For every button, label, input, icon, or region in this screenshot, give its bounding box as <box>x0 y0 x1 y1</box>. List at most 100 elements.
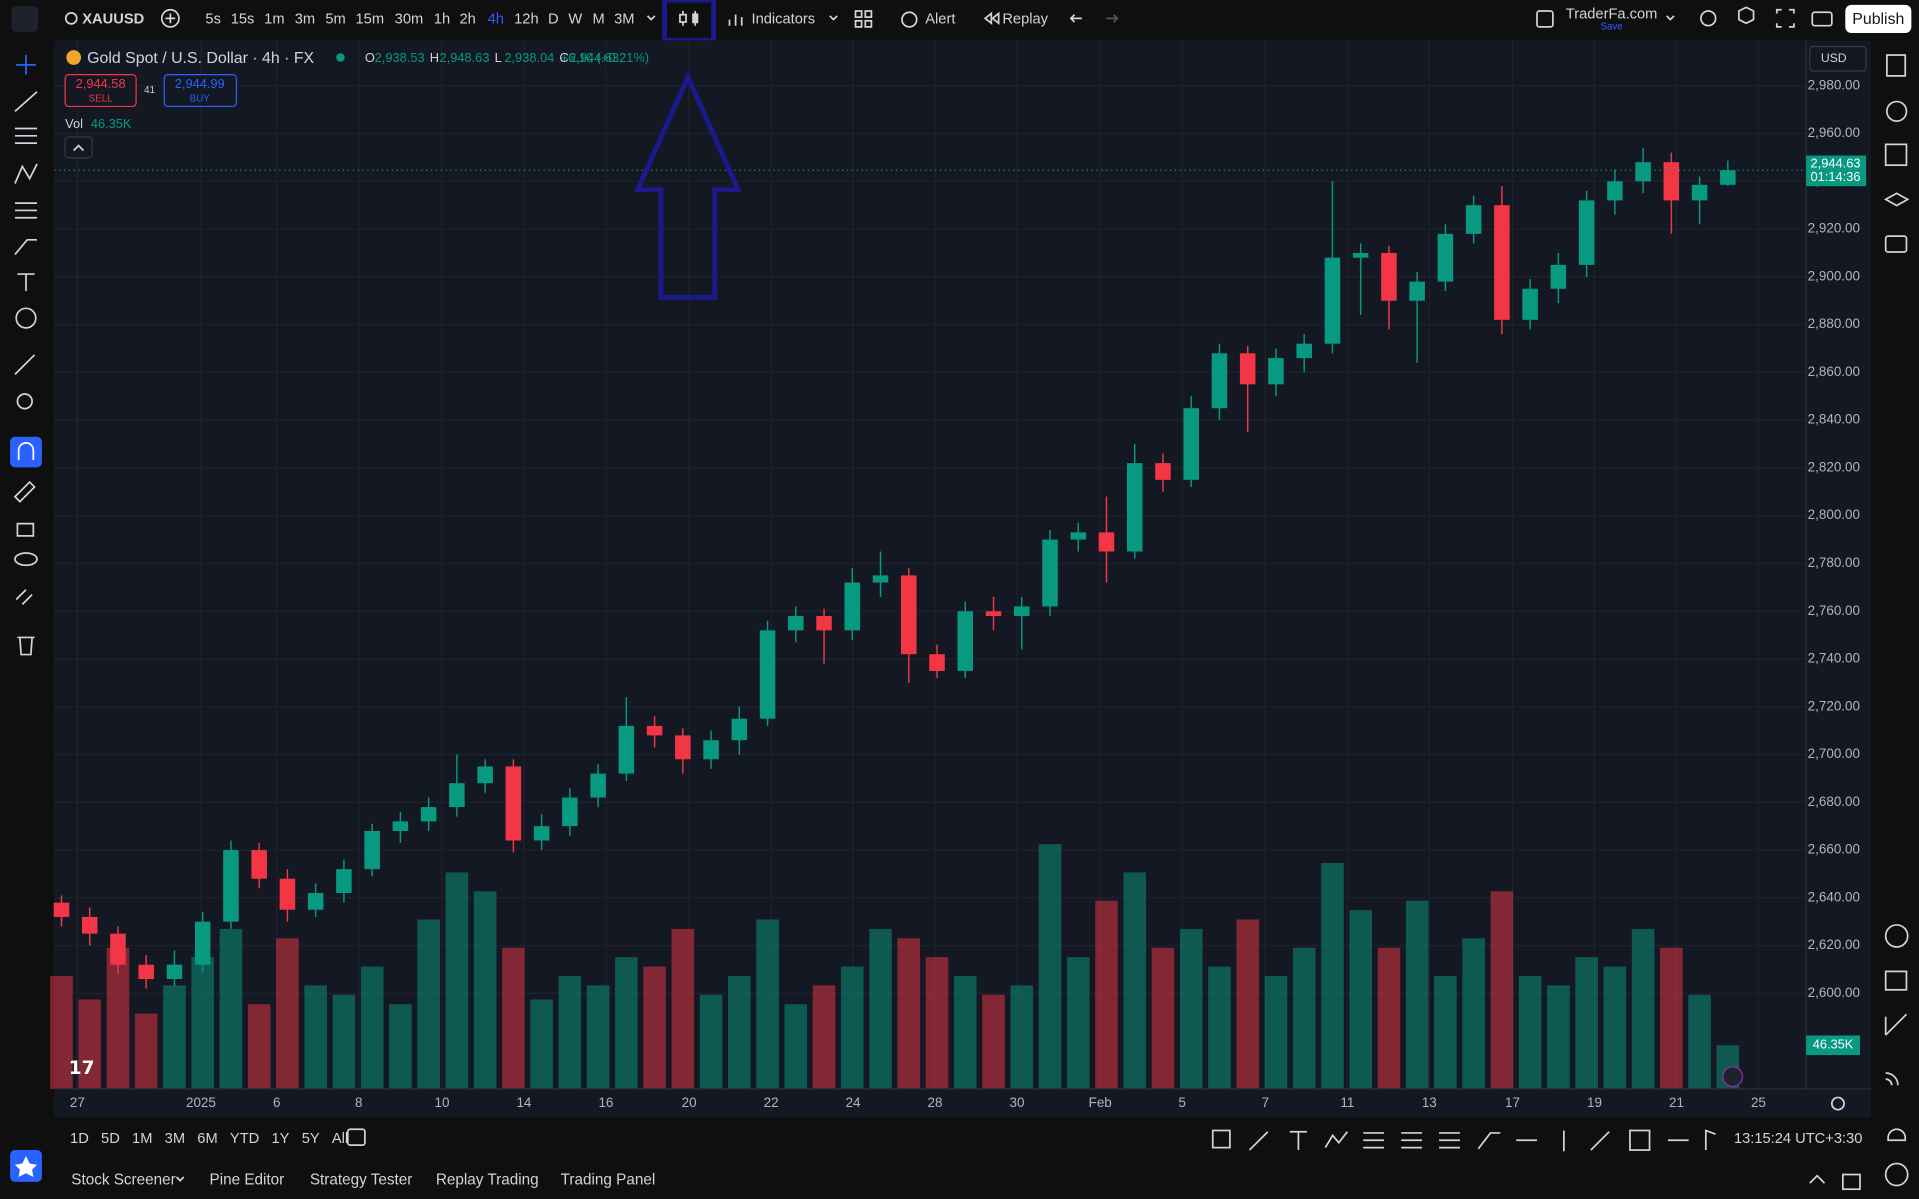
brush-tool[interactable] <box>14 238 38 256</box>
redo-button[interactable] <box>1106 14 1119 23</box>
hide-tool[interactable] <box>14 552 38 567</box>
bottom-tab[interactable]: Pine Editor <box>210 1172 285 1189</box>
collapse-legend[interactable] <box>64 136 93 159</box>
text-tool[interactable] <box>17 273 35 292</box>
tool-brush[interactable] <box>1477 1132 1501 1150</box>
currency-button[interactable] <box>1809 45 1867 72</box>
crosshair-tool[interactable] <box>16 55 36 75</box>
chat-button[interactable] <box>1884 235 1908 253</box>
compare-button[interactable] <box>160 8 180 28</box>
alert-button[interactable]: Alert <box>925 11 955 27</box>
interval-button[interactable]: 5s <box>205 11 221 27</box>
alerts-button[interactable] <box>1886 100 1908 122</box>
clock[interactable]: 13:15:24 UTC+3:30 <box>1734 1131 1862 1147</box>
tool-flag[interactable] <box>1704 1129 1716 1151</box>
range-button[interactable]: 6M <box>197 1131 217 1147</box>
interval-button[interactable]: 30m <box>395 11 424 27</box>
layers-button[interactable] <box>1883 192 1910 207</box>
tool-rect[interactable] <box>1211 1129 1231 1149</box>
interval-button[interactable]: 1m <box>264 11 284 27</box>
undo-button[interactable] <box>1069 14 1082 23</box>
interval-button[interactable]: 1h <box>434 11 450 27</box>
tool-channel[interactable] <box>1401 1132 1422 1149</box>
interval-button[interactable]: 15s <box>231 11 255 27</box>
interval-button[interactable]: 5m <box>325 11 345 27</box>
stay-drawing-tool[interactable] <box>13 480 36 503</box>
link-tool[interactable] <box>15 589 33 605</box>
interval-button[interactable]: 12h <box>514 11 538 27</box>
emoji-tool[interactable] <box>15 307 37 329</box>
range-button[interactable]: YTD <box>230 1131 259 1147</box>
forecast-tool[interactable] <box>14 202 38 219</box>
interval-button[interactable]: 2h <box>460 11 476 27</box>
fib-tool[interactable] <box>14 127 38 145</box>
goto-date[interactable] <box>346 1128 366 1147</box>
target-button[interactable] <box>1884 924 1909 948</box>
account-name[interactable]: TraderFa.com <box>1566 7 1658 23</box>
range-button[interactable]: 5Y <box>302 1131 320 1147</box>
bottom-tab[interactable]: Trading Panel <box>561 1172 656 1189</box>
dropdown-icon[interactable] <box>1666 15 1675 21</box>
interval-button[interactable]: D <box>548 11 559 27</box>
snapshot-button[interactable] <box>1811 11 1833 27</box>
interval-button[interactable]: 3M <box>614 11 634 27</box>
range-button[interactable]: 1D <box>70 1131 89 1147</box>
layout-icon[interactable] <box>854 10 863 18</box>
tool-fib[interactable] <box>1363 1132 1385 1149</box>
tool-line[interactable] <box>1248 1131 1269 1151</box>
currency[interactable]: USD <box>1821 51 1847 65</box>
watchlist-button[interactable] <box>1886 54 1907 77</box>
bottom-tab[interactable]: Stock Screener <box>71 1172 175 1189</box>
ideas-button[interactable] <box>1884 1013 1908 1036</box>
range-button[interactable]: 1M <box>132 1131 152 1147</box>
stream-button[interactable] <box>1885 1072 1899 1086</box>
zoom-tool[interactable] <box>16 393 33 410</box>
interval-button[interactable]: 3m <box>295 11 315 27</box>
news-button[interactable] <box>1884 143 1908 167</box>
fullscreen-button[interactable] <box>1775 8 1795 28</box>
pattern-tool[interactable] <box>14 163 38 184</box>
layout-checkbox[interactable] <box>1536 10 1554 28</box>
interval-button[interactable]: W <box>568 11 582 27</box>
tool-path[interactable] <box>1324 1131 1349 1149</box>
legend-title[interactable]: Gold Spot / U.S. Dollar · 4h · FX <box>87 50 314 67</box>
tool-text[interactable] <box>1289 1130 1307 1151</box>
magnet-tool[interactable] <box>10 436 42 468</box>
dropdown-icon[interactable] <box>646 15 656 21</box>
dropdown-icon[interactable] <box>829 15 838 21</box>
quick-search[interactable] <box>1700 10 1717 27</box>
interval-button[interactable]: 15m <box>356 11 385 27</box>
bottom-tab[interactable]: Strategy Tester <box>310 1172 412 1189</box>
indicators-button[interactable]: Indicators <box>752 11 816 27</box>
publish-button[interactable] <box>1845 4 1912 34</box>
interval-button[interactable]: 4h <box>488 11 504 27</box>
settings-button[interactable] <box>1737 6 1755 25</box>
range-button[interactable]: All <box>332 1131 348 1147</box>
symbol[interactable]: XAUUSD <box>82 11 144 27</box>
calendar-button[interactable] <box>1884 970 1908 991</box>
interval-button[interactable]: M <box>592 11 604 27</box>
range-button[interactable]: 5D <box>101 1131 120 1147</box>
sell-button[interactable] <box>64 74 137 108</box>
range-button[interactable]: 3M <box>165 1131 185 1147</box>
lightning-button[interactable] <box>1722 1066 1744 1088</box>
help-button[interactable] <box>1884 1162 1909 1187</box>
tool-ray[interactable] <box>1590 1131 1610 1151</box>
buy-button[interactable] <box>163 74 238 108</box>
logo[interactable] <box>11 6 39 32</box>
range-button[interactable]: 1Y <box>272 1131 290 1147</box>
axis-settings[interactable] <box>1830 1096 1845 1111</box>
ruler-tool[interactable] <box>14 354 36 375</box>
panel-toggle[interactable] <box>1809 1174 1826 1184</box>
bottom-tab[interactable]: Replay Trading <box>436 1172 539 1189</box>
trend-line-tool[interactable] <box>14 91 38 112</box>
replay-button[interactable]: Replay <box>1002 11 1048 27</box>
lock-tool[interactable] <box>16 522 35 537</box>
tool-pitchfork[interactable] <box>1439 1132 1460 1149</box>
delete-tool[interactable] <box>17 636 35 656</box>
last-price-label: 2,944.63 <box>1811 156 1861 171</box>
tool-grid[interactable] <box>1629 1129 1651 1151</box>
notifications-button[interactable] <box>1887 1128 1907 1142</box>
dropdown-icon[interactable] <box>175 1176 185 1182</box>
panel-maximize[interactable] <box>1841 1173 1861 1191</box>
